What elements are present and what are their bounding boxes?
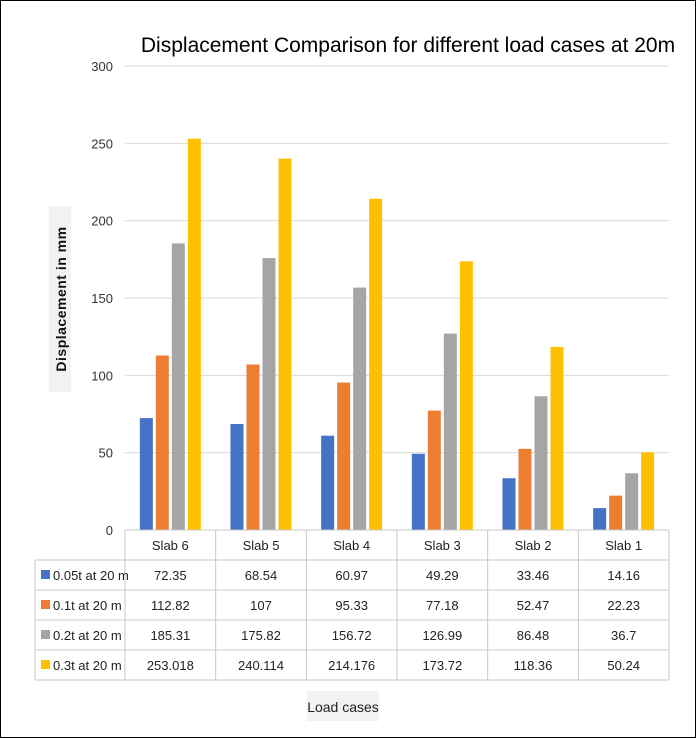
bar [625,473,639,530]
y-tick-label: 250 [91,136,113,151]
bar [230,423,244,530]
y-tick-label: 300 [91,59,113,74]
bar [278,158,292,531]
chart-title: Displacement Comparison for different lo… [141,34,675,57]
data-table: Slab 6 Slab 5 Slab 4 Slab 3 Slab 2 Slab 1 0.05… [34,529,670,681]
y-tick-label: 0 [106,523,113,538]
gridlines [125,65,669,454]
bar [641,452,655,530]
legend-swatch [41,570,50,579]
bar [337,382,351,530]
table-cell-value: 175.82 [241,628,281,643]
table-cell-value: 156.72 [332,628,372,643]
table-cell-value: 33.46 [517,568,550,583]
table-cell-value: 36.7 [611,628,636,643]
y-axis-label: Displacement in mm [53,226,69,371]
category-label: Slab 3 [424,538,461,553]
table-cell-value: 52.47 [517,598,550,613]
table-cell-value: 112.82 [151,598,190,613]
x-axis-label-background [307,691,379,721]
bar [550,346,564,530]
table-cell-value: 214.176 [328,658,375,673]
bar [459,261,473,530]
legend-swatch [41,600,50,609]
bar [518,448,532,530]
bar [321,435,335,530]
table-cell-value: 253.018 [147,658,194,673]
table-cell-value: 68.54 [245,568,278,583]
table-cell-value: 60.97 [335,568,368,583]
table-cell-value: 14.16 [607,568,640,583]
y-tick-label: 200 [91,214,113,229]
table-cell-value: 126.99 [422,628,462,643]
table-cell-value: 77.18 [426,598,459,613]
table-cell-value: 49.29 [426,568,459,583]
legend-entry: 0.2t at 20 m [53,628,122,643]
bar [411,453,425,530]
bar [609,495,623,530]
y-tick-label: 100 [91,368,113,383]
category-label: Slab 4 [333,538,370,553]
bar [369,198,383,530]
bar [353,287,367,530]
category-label: Slab 2 [515,538,552,553]
table-cell-value: 173.72 [422,658,462,673]
table-cell-value: 107 [250,598,272,613]
table-cell-value: 22.23 [607,598,640,613]
bar [187,138,201,530]
x-axis-label: Load cases [307,699,379,715]
legend-entry: 0.3t at 20 m [53,658,122,673]
table-cell-value: 95.33 [335,598,368,613]
y-axis-label-background [49,206,71,392]
y-axis-ticks: 0 50 100 150 200 250 300 [91,59,113,538]
table-cell-value: 72.35 [154,568,187,583]
bar [262,258,276,530]
bar [593,508,607,530]
bar [534,396,548,530]
bar [502,478,516,530]
bar [155,355,169,530]
bar [246,364,260,530]
table-cell-value: 185.31 [150,628,190,643]
bars [139,138,655,531]
y-tick-label: 50 [99,446,113,461]
bar [443,333,457,530]
legend-swatch [41,630,50,639]
table-cell-value: 240.114 [238,658,284,673]
table-cell-value: 118.36 [514,658,553,673]
y-tick-label: 150 [91,291,113,306]
legend-swatch [41,660,50,669]
category-label: Slab 1 [605,538,642,553]
category-label: Slab 6 [152,538,189,553]
table-cell-value: 86.48 [517,628,550,643]
legend-entry: 0.05t at 20 m [53,568,129,583]
legend-entry: 0.1t at 20 m [53,598,122,613]
bar [427,410,441,530]
bar [139,418,153,530]
category-label: Slab 5 [243,538,280,553]
bar [171,243,185,530]
table-cell-value: 50.24 [607,658,640,673]
